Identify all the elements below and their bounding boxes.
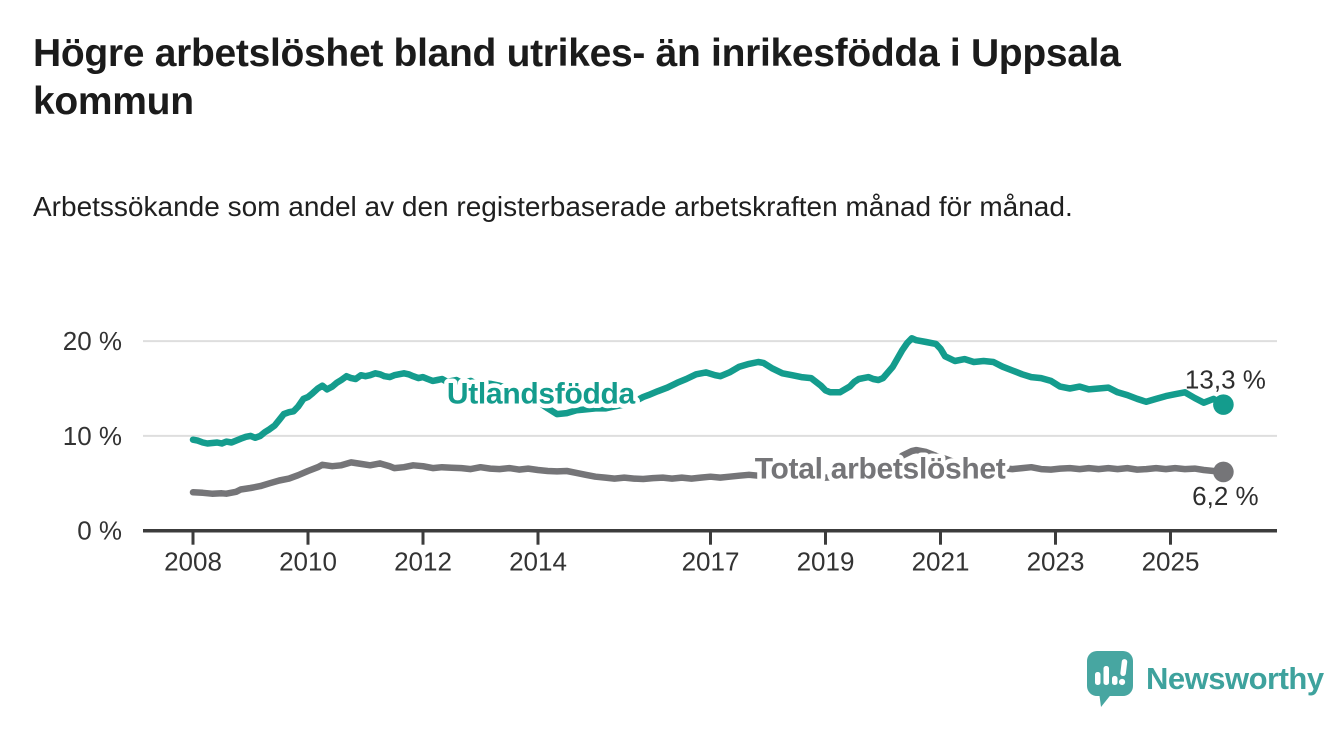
x-tick-label: 2021 (912, 547, 970, 577)
unemployment-line-chart: 2008 2010 2012 2014 2017 2019 2021 2023 2025 0 % 1… (63, 326, 1277, 577)
y-tick-label: 20 % (63, 326, 122, 356)
x-tick-label: 2025 (1142, 547, 1200, 577)
series-end-dot-0 (1213, 394, 1234, 415)
series-line-0 (189, 335, 1227, 447)
x-tick-label: 2014 (509, 547, 567, 577)
series-label-0: Utlandsfödda (447, 378, 636, 411)
chart-subtitle: Arbetssökande som andel av den registerb… (33, 191, 1073, 222)
x-tick-label: 2017 (682, 547, 740, 577)
series-line-1 (189, 446, 1227, 497)
page-title: Högre arbetslöshet bland utrikes- än inr… (33, 32, 1121, 124)
series-end-value-1: 6,2 % (1192, 481, 1259, 511)
x-tick-label: 2010 (279, 547, 337, 577)
series-end-dot-1 (1213, 461, 1234, 483)
series-end-value-0: 13,3 % (1185, 365, 1266, 395)
x-tick-label: 2012 (394, 547, 452, 577)
x-tick-label: 2023 (1027, 547, 1085, 577)
y-tick-label: 0 % (77, 516, 122, 546)
y-tick-label: 10 % (63, 421, 122, 451)
x-tick-label: 2019 (797, 547, 855, 577)
newsworthy-logo-icon (1087, 651, 1133, 707)
x-tick-label: 2008 (164, 547, 222, 577)
series-label-1: Total arbetslöshet (755, 453, 1006, 486)
newsworthy-logo-text: Newsworthy (1146, 661, 1324, 696)
newsworthy-logo: Newsworthy (1086, 650, 1324, 708)
